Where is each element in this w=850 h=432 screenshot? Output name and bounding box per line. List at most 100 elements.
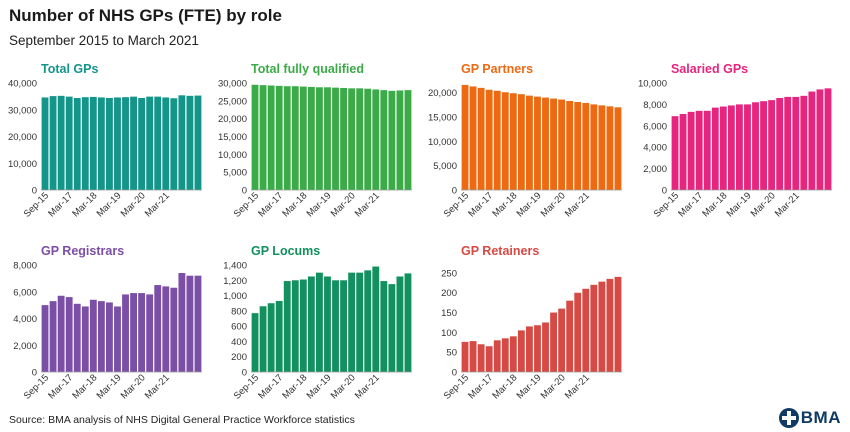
bar xyxy=(687,111,695,190)
source-note: Source: BMA analysis of NHS Digital Gene… xyxy=(9,414,355,426)
bar xyxy=(388,284,396,372)
bar xyxy=(824,88,832,190)
chart-total-fully-qualified: Total fully qualified 0 5,000 10,000 15,000 2… xyxy=(218,62,412,220)
y-tick-label: 4,000 xyxy=(643,143,667,154)
y-tick-label: 30,000 xyxy=(218,79,247,90)
bar xyxy=(679,114,687,190)
x-tick-label: Mar-19 xyxy=(95,372,124,401)
y-tick-label: 800 xyxy=(231,306,247,317)
y-tick-label: 200 xyxy=(231,352,247,363)
bar xyxy=(49,301,57,372)
bar xyxy=(283,86,291,190)
bar xyxy=(332,87,339,190)
y-tick-label: 50 xyxy=(446,348,457,359)
y-tick-label: 2,000 xyxy=(643,164,667,175)
x-tick-label: Mar-19 xyxy=(305,372,334,401)
y-tick-label: 8,000 xyxy=(13,261,37,272)
chart-title: GP Locums xyxy=(251,244,320,258)
bar xyxy=(178,273,186,372)
bar xyxy=(614,107,622,190)
bar xyxy=(695,110,703,190)
bar xyxy=(138,97,146,190)
bar xyxy=(469,341,477,372)
bar xyxy=(517,330,525,372)
x-tick-label: Mar-17 xyxy=(256,190,285,219)
bar xyxy=(275,85,283,190)
y-tick-label: 15,000 xyxy=(218,132,247,143)
bar xyxy=(106,97,113,190)
y-tick-label: 30,000 xyxy=(8,105,37,116)
chart-title: GP Registrars xyxy=(41,244,124,258)
bar xyxy=(784,96,792,190)
y-tick-label: 0 xyxy=(662,186,667,197)
bar xyxy=(267,85,275,190)
bar xyxy=(606,278,614,372)
bar xyxy=(542,322,549,372)
bar xyxy=(542,97,549,190)
y-tick-label: 25,000 xyxy=(218,96,247,107)
bar xyxy=(574,292,582,372)
bar xyxy=(162,286,170,372)
x-tick-label: Mar-18 xyxy=(700,190,729,219)
bar xyxy=(598,105,606,190)
bar xyxy=(364,270,372,372)
chart-total-gps: Total GPs010,00020,00030,00040,000Sep-15… xyxy=(8,62,202,220)
y-tick-label: 250 xyxy=(441,268,457,279)
y-tick-label: 10,000 xyxy=(428,137,457,148)
bar xyxy=(170,98,178,190)
bar xyxy=(719,106,727,190)
x-tick-label: Mar-17 xyxy=(466,372,495,401)
bar xyxy=(114,306,121,372)
x-tick-label: Mar-21 xyxy=(143,372,172,401)
bar xyxy=(671,116,679,190)
bar xyxy=(582,102,590,190)
x-tick-label: Mar-20 xyxy=(749,190,778,219)
bar xyxy=(324,87,331,190)
y-tick-label: 8,000 xyxy=(643,100,667,111)
bar xyxy=(114,97,121,190)
bar xyxy=(194,95,202,190)
y-tick-label: 0 xyxy=(32,186,37,197)
chart-title: GP Partners xyxy=(461,62,533,76)
chart-title: Total fully qualified xyxy=(251,62,364,76)
bar xyxy=(614,276,622,372)
bar xyxy=(307,276,315,372)
x-tick-label: Mar-19 xyxy=(95,190,124,219)
x-tick-label: Mar-17 xyxy=(46,372,75,401)
y-tick-label: 200 xyxy=(441,288,457,299)
y-tick-label: 1,200 xyxy=(223,276,247,287)
bar xyxy=(316,87,323,190)
bar xyxy=(776,97,784,190)
bar xyxy=(501,338,509,372)
bar xyxy=(65,96,73,190)
x-tick-label: Mar-18 xyxy=(490,190,519,219)
bar xyxy=(89,96,97,190)
bar xyxy=(154,96,162,190)
bar xyxy=(41,305,49,372)
y-tick-label: 40,000 xyxy=(8,79,37,90)
y-tick-label: 1,000 xyxy=(223,291,247,302)
bar xyxy=(130,293,137,372)
y-tick-label: 600 xyxy=(231,322,247,333)
bar xyxy=(590,104,598,190)
bar xyxy=(178,95,186,190)
bar xyxy=(493,90,501,190)
bma-cross-icon xyxy=(778,408,799,428)
chart-title: Salaried GPs xyxy=(671,62,748,76)
bar xyxy=(307,86,315,190)
x-tick-label: Mar-18 xyxy=(70,372,99,401)
bar xyxy=(517,94,525,190)
bar xyxy=(267,303,275,372)
bar xyxy=(146,294,154,372)
bar xyxy=(485,346,493,372)
bar xyxy=(154,285,162,372)
bar xyxy=(316,272,323,372)
bar xyxy=(291,86,299,190)
y-tick-label: 15,000 xyxy=(428,113,457,124)
bar xyxy=(808,91,816,190)
bar xyxy=(106,302,113,372)
chart-gp-partners: GP Partners05,00010,00015,00020,000Sep-1… xyxy=(428,62,622,220)
bar xyxy=(574,101,582,190)
bar xyxy=(558,99,566,190)
bar xyxy=(130,96,137,190)
